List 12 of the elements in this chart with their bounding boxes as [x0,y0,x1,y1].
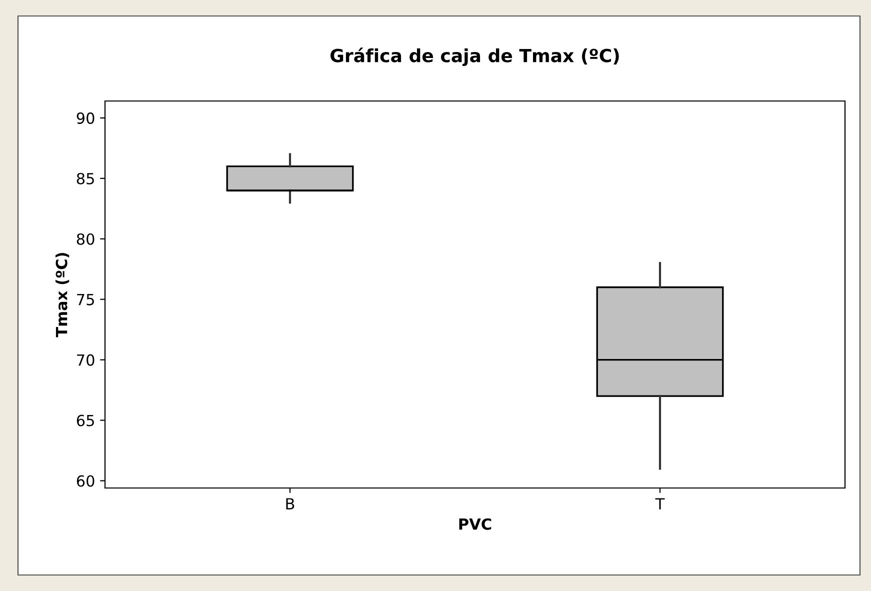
y-axis-title: Tmax (ºC) [56,253,70,338]
y-tick-label: 70 [77,354,94,366]
y-tick-label: 85 [76,172,94,184]
y-tick-label: 65 [76,414,94,426]
y-tick-label: 75 [77,294,94,306]
x-axis-title: PVC [459,518,492,530]
y-tick-label: 60 [76,475,94,487]
y-tick-label: 80 [76,233,94,245]
y-tick-label: 90 [76,112,94,124]
x-tick-label: T [655,498,665,510]
x-tick-label: B [286,498,294,510]
chart-title: Gráfica de caja de Tmax (ºC) [330,48,619,66]
